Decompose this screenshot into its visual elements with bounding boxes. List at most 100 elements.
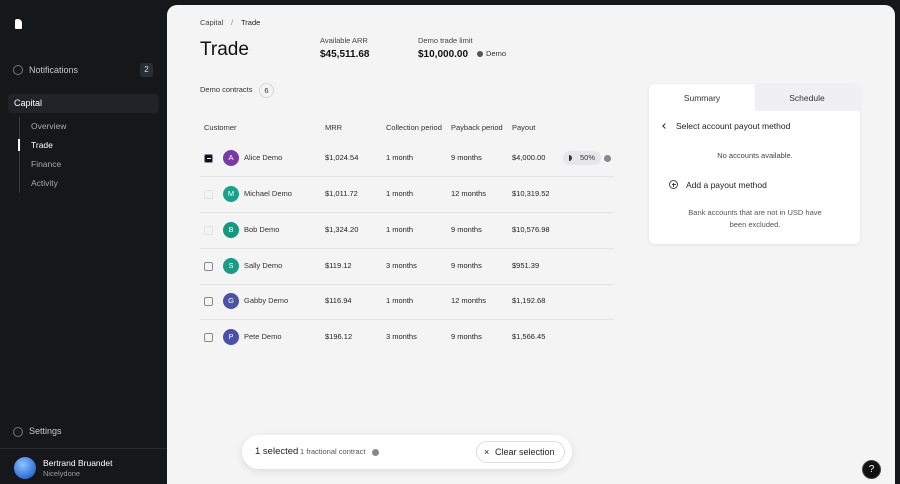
mrr: $1,324.20 (325, 225, 359, 234)
collection-period: 1 month (386, 153, 414, 162)
payout: $4,000.00 (512, 153, 546, 162)
payout-card (649, 84, 860, 244)
page-title: Trade (200, 39, 249, 60)
mrr: $1,011.72 (325, 189, 358, 198)
row-checkbox[interactable] (204, 153, 213, 163)
nav-tree-line (19, 117, 20, 193)
collection-period: 1 month (386, 189, 414, 198)
column-header: Collection period (386, 123, 442, 132)
nav-item[interactable]: Overview (31, 121, 67, 131)
nav-item[interactable]: Trade (31, 140, 53, 150)
breadcrumb-link[interactable]: Capital (200, 18, 224, 27)
mrr: $116.94 (325, 296, 352, 305)
payback-period: 9 months (451, 225, 482, 234)
selected-count: 1 selected (255, 446, 299, 457)
customer-avatar: M (223, 186, 239, 202)
check-mark (206, 157, 211, 159)
column-header: Payout (512, 123, 536, 132)
tab-inactive-bg (755, 84, 860, 111)
divider (0, 448, 167, 449)
user-name: Bertrand Bruandet (43, 458, 113, 468)
collection-period: 1 month (386, 225, 414, 234)
back-link[interactable]: Select account payout method (676, 121, 791, 131)
notification-badge: 2 (140, 63, 153, 77)
add-icon[interactable] (669, 180, 678, 189)
main-panel (167, 5, 895, 484)
clear-icon: × (484, 447, 490, 457)
payback-period: 12 months (451, 189, 487, 198)
tab[interactable]: Summary (683, 93, 721, 103)
customer-avatar: P (223, 329, 239, 345)
clear-button[interactable] (476, 441, 565, 463)
mrr: $119.12 (325, 261, 352, 270)
add-payout-method[interactable]: Add a payout method (686, 180, 767, 190)
payout: $10,576.98 (512, 225, 550, 234)
row-divider (200, 319, 614, 320)
payback-period: 9 months (451, 332, 482, 341)
row-checkbox[interactable] (204, 332, 213, 342)
help-button[interactable]: ? (862, 460, 881, 479)
customer-avatar: B (223, 222, 239, 238)
demo-tag: Demo (486, 49, 507, 58)
row-divider (200, 176, 614, 177)
info-icon (372, 448, 379, 456)
contracts-label: Demo contracts (200, 85, 253, 94)
collection-period: 3 months (386, 332, 417, 341)
payback-period: 12 months (451, 296, 487, 305)
payout: $10,319.52 (512, 189, 550, 198)
collection-period: 1 month (386, 296, 414, 305)
payout: $951.39 (512, 261, 540, 270)
fraction-icon (569, 155, 572, 161)
customer-name: Michael Demo (244, 189, 292, 198)
notification-icon (13, 65, 23, 75)
row-divider (200, 212, 614, 213)
user-avatar[interactable] (14, 457, 36, 479)
tab[interactable]: Schedule (789, 93, 825, 103)
nav-section[interactable]: Capital (14, 98, 43, 108)
row-checkbox[interactable] (204, 261, 213, 271)
customer-name: Sally Demo (244, 261, 283, 270)
nav-item[interactable]: Activity (31, 178, 58, 188)
customer-avatar: A (223, 150, 239, 166)
breadcrumb-current: Trade (241, 18, 261, 27)
customer-name: Gabby Demo (244, 296, 289, 305)
customer-name: Pete Demo (244, 332, 282, 341)
breadcrumb-separator: / (231, 18, 234, 27)
stat-label: Demo trade limit (418, 36, 473, 45)
user-company: Nicelydone (43, 469, 81, 478)
nav-active-bg (8, 94, 159, 113)
empty-message: No accounts available. (717, 151, 793, 160)
column-header: Payback period (451, 123, 503, 132)
fraction-value: 50% (580, 153, 596, 162)
row-checkbox (204, 189, 213, 199)
note: Bank accounts that are not in USD have b… (688, 208, 822, 229)
row-checkbox[interactable] (204, 296, 213, 306)
nav-notifications[interactable]: Notifications (29, 65, 79, 75)
logo (15, 19, 22, 29)
demo-dot (477, 51, 483, 57)
customer-avatar: S (223, 258, 239, 274)
info-icon (604, 154, 611, 162)
payout: $1,192.68 (512, 296, 546, 305)
clear-label[interactable]: Clear selection (495, 447, 555, 457)
nav-settings[interactable]: Settings (29, 426, 62, 436)
fraction-pill (563, 151, 601, 165)
customer-avatar: G (223, 293, 239, 309)
contracts-count: 6 (259, 83, 274, 98)
nav-active-bar (18, 139, 20, 151)
fractional-count: 1 fractional contract (300, 447, 366, 456)
column-header: MRR (325, 123, 343, 132)
row-checkbox (204, 225, 213, 235)
customer-name: Bob Demo (244, 225, 280, 234)
stat-value: $45,511.68 (320, 49, 370, 60)
stat-value: $10,000.00 (418, 49, 469, 60)
payback-period: 9 months (451, 261, 482, 270)
column-header: Customer (204, 123, 237, 132)
mrr: $1,024.54 (325, 153, 359, 162)
row-divider (200, 248, 614, 249)
payback-period: 9 months (451, 153, 482, 162)
settings-icon (13, 427, 23, 437)
payout: $1,566.45 (512, 332, 546, 341)
nav-item[interactable]: Finance (31, 159, 62, 169)
